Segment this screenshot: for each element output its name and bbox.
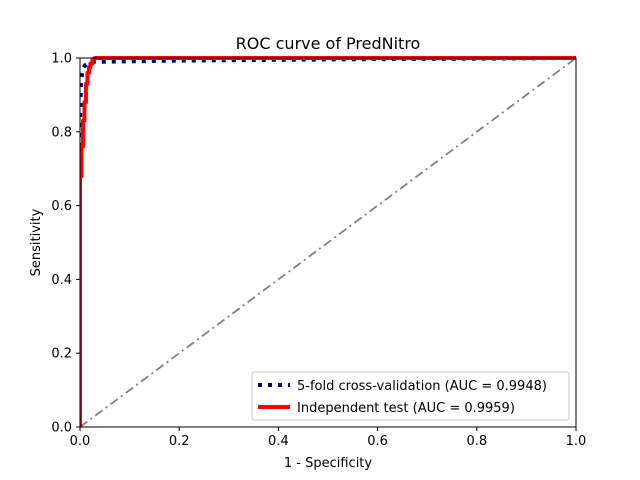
plot-frame (79, 57, 577, 428)
y-tick-label: 0.0 (51, 421, 72, 436)
x-axis-ticks: 0.0 0.2 0.4 0.6 0.8 1.0 (70, 427, 587, 449)
legend-label-cross-validation: 5-fold cross-validation (AUC = 0.9948) (297, 379, 547, 394)
y-tick-label: 0.4 (51, 273, 72, 288)
legend: 5-fold cross-validation (AUC = 0.9948) I… (251, 371, 570, 421)
x-tick-label: 0.8 (466, 434, 487, 449)
legend-label-independent-test: Independent test (AUC = 0.9959) (297, 401, 515, 416)
y-tick-label: 0.2 (51, 347, 72, 362)
diagonal-reference-line (80, 57, 576, 427)
x-tick-label: 0.2 (169, 434, 190, 449)
y-axis-ticks: 0.0 0.2 0.4 0.6 0.8 1.0 (51, 52, 80, 436)
x-axis-label: 1 - Specificity (284, 456, 373, 471)
plot-area (79, 56, 577, 428)
x-tick-label: 0.0 (70, 434, 91, 449)
x-tick-label: 0.6 (367, 434, 388, 449)
y-tick-label: 0.8 (51, 125, 72, 140)
y-axis-label: Sensitivity (29, 208, 44, 276)
chart-title: ROC curve of PredNitro (236, 34, 421, 53)
x-tick-label: 0.4 (268, 434, 289, 449)
legend-box (251, 371, 570, 421)
y-tick-label: 1.0 (51, 52, 72, 67)
y-tick-label: 0.6 (51, 199, 72, 214)
x-tick-label: 1.0 (566, 434, 587, 449)
